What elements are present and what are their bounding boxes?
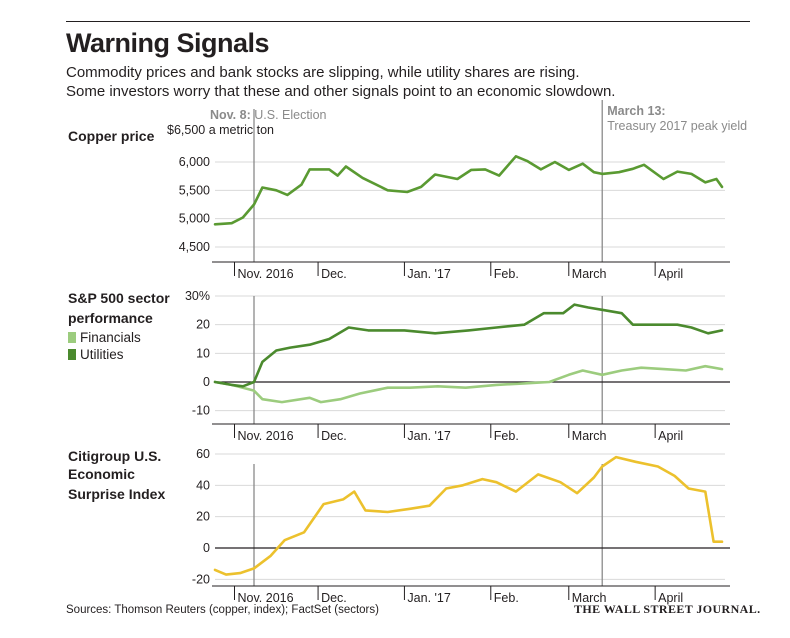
y-tick-label: -20 <box>192 572 210 586</box>
y-tick-label: 10 <box>196 346 210 360</box>
panel-title-line: performance <box>68 310 153 326</box>
y-tick-label: 30% <box>185 289 210 303</box>
y-tick-label: 40 <box>196 478 210 492</box>
y-tick-label: 20 <box>196 510 210 524</box>
top-rule <box>66 21 750 22</box>
panel-title-line: Surprise Index <box>68 486 165 502</box>
legend-label: Utilities <box>80 347 124 362</box>
election-annotation: Nov. 8: U.S. Election <box>210 108 327 122</box>
y-tick-label: 4,500 <box>179 240 210 254</box>
legend-swatch <box>68 332 76 343</box>
panel-title-line: Economic <box>68 466 135 482</box>
y-tick-label: 5,000 <box>179 212 210 226</box>
chart-title: Warning Signals <box>66 28 270 58</box>
month-label: Nov. 2016 <box>238 429 294 443</box>
treasury-annotation-date: March 13: <box>607 104 665 118</box>
y-tick-label: -10 <box>192 404 210 418</box>
month-label: Dec. <box>321 267 347 281</box>
legend-label: Financials <box>80 330 141 345</box>
y-tick-label: 0 <box>203 375 210 389</box>
y-tick-label: 5,500 <box>179 183 210 197</box>
subtitle-line-1: Commodity prices and bank stocks are sli… <box>66 64 580 81</box>
month-label: Dec. <box>321 591 347 605</box>
month-label: Dec. <box>321 429 347 443</box>
series-line-panel-1 <box>213 155 724 226</box>
month-label: Jan. '17 <box>407 429 450 443</box>
month-label: March <box>572 429 607 443</box>
month-label: Nov. 2016 <box>238 267 294 281</box>
subtitle-line-2: Some investors worry that these and othe… <box>66 83 616 100</box>
month-label: April <box>658 591 683 605</box>
copper-ylabel: $6,500 a metric ton <box>167 123 274 137</box>
y-tick-label: 6,000 <box>179 155 210 169</box>
y-tick-label: 60 <box>196 447 210 461</box>
month-label: Feb. <box>494 267 519 281</box>
month-label: Jan. '17 <box>407 591 450 605</box>
month-label: Feb. <box>494 429 519 443</box>
month-label: April <box>658 267 683 281</box>
month-label: Jan. '17 <box>407 267 450 281</box>
panel-title-line: S&P 500 sector <box>68 290 170 306</box>
month-label: April <box>658 429 683 443</box>
panel-title-line: Copper price <box>68 128 155 144</box>
source-note: Sources: Thomson Reuters (copper, index)… <box>66 604 379 616</box>
month-label: March <box>572 267 607 281</box>
series-line-financials <box>213 364 724 404</box>
month-label: March <box>572 591 607 605</box>
panel-title-line: Citigroup U.S. <box>68 448 161 464</box>
y-tick-label: 20 <box>196 318 210 332</box>
wsj-credit: THE WALL STREET JOURNAL. <box>574 602 761 616</box>
treasury-annotation-text: Treasury 2017 peak yield <box>607 119 747 133</box>
y-tick-label: 0 <box>203 541 210 555</box>
series-line-panel-3 <box>213 455 724 576</box>
legend-swatch <box>68 349 76 360</box>
series-line-utilities <box>213 303 724 388</box>
month-label: Feb. <box>494 591 519 605</box>
month-label: Nov. 2016 <box>238 591 294 605</box>
